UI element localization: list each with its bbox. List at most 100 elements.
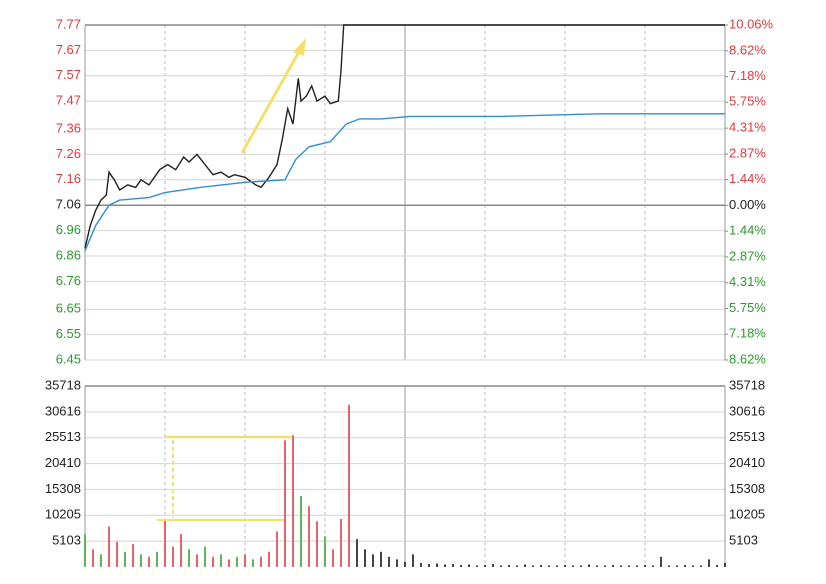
volume-bar <box>676 565 678 567</box>
y2-tick-label: 0.00% <box>729 197 766 212</box>
volume-bar <box>516 565 518 567</box>
y-tick-label: 6.65 <box>56 301 81 316</box>
y-tick-label: 6.76 <box>56 273 81 288</box>
y-tick-label: 7.67 <box>56 42 81 57</box>
volume-bar <box>388 556 390 567</box>
volume-bar <box>508 564 510 567</box>
y-tick-label: 25513 <box>45 429 81 444</box>
volume-bar <box>644 564 646 567</box>
volume-bar <box>340 518 342 567</box>
volume-bar <box>364 549 366 567</box>
volume-bar <box>444 564 446 567</box>
volume-bar <box>348 404 350 567</box>
volume-bar <box>108 526 110 567</box>
volume-bar <box>660 556 662 567</box>
volume-bar <box>228 559 230 567</box>
arrow-shaft <box>240 49 302 154</box>
volume-bar <box>332 549 334 567</box>
y2-tick-label: 35718 <box>729 377 765 392</box>
volume-bar <box>452 563 454 567</box>
y-tick-label: 7.47 <box>56 93 81 108</box>
volume-bar <box>692 565 694 567</box>
volume-bar <box>252 559 254 567</box>
y-tick-label: 6.96 <box>56 222 81 237</box>
volume-bar <box>684 564 686 567</box>
y-tick-label: 35718 <box>45 377 81 392</box>
volume-bar <box>532 565 534 567</box>
average-line <box>84 113 725 252</box>
volume-bar <box>700 565 702 567</box>
volume-bar <box>724 562 726 567</box>
volume-bar <box>708 559 710 567</box>
volume-bar <box>220 554 222 567</box>
y-tick-label: 7.77 <box>56 16 81 31</box>
volume-bar <box>156 551 158 567</box>
arrow-head <box>293 38 306 56</box>
y2-tick-label: 1.44% <box>729 223 766 238</box>
volume-bar <box>476 565 478 567</box>
volume-bar <box>172 546 174 567</box>
volume-bar <box>372 554 374 567</box>
volume-bar <box>124 551 126 567</box>
y-tick-label: 6.45 <box>56 351 81 366</box>
y-tick-label: 15308 <box>45 481 81 496</box>
volume-bar <box>196 554 198 567</box>
y2-tick-label: 4.31% <box>729 120 766 135</box>
volume-bar <box>404 561 406 567</box>
volume-bar <box>572 565 574 567</box>
volume-bar <box>268 551 270 567</box>
y-tick-label: 5103 <box>52 533 81 548</box>
volume-bar <box>564 564 566 567</box>
y2-tick-label: 8.62% <box>729 42 766 57</box>
y2-tick-label: 10205 <box>729 507 765 522</box>
y2-tick-label: 7.18% <box>729 68 766 83</box>
y2-tick-label: 5.75% <box>729 94 766 109</box>
y-tick-label: 30616 <box>45 403 81 418</box>
volume-bar <box>396 559 398 567</box>
volume-bar <box>276 531 278 567</box>
volume-bar <box>212 556 214 567</box>
volume-bar <box>548 565 550 567</box>
volume-bar <box>588 564 590 567</box>
volume-bar <box>468 564 470 567</box>
volume-bar <box>308 506 310 567</box>
volume-bar <box>436 563 438 567</box>
volume-bar <box>292 435 294 567</box>
y2-tick-label: 4.31% <box>729 274 766 289</box>
volume-bar <box>628 565 630 567</box>
y2-tick-label: 5.75% <box>729 300 766 315</box>
price-line <box>84 24 725 249</box>
marks <box>84 24 726 567</box>
volume-bar <box>132 544 134 567</box>
y-tick-label: 6.55 <box>56 326 81 341</box>
volume-bar <box>500 565 502 567</box>
volume-bar <box>524 564 526 567</box>
volume-bar <box>100 554 102 567</box>
volume-bar <box>300 496 302 567</box>
y-tick-label: 7.26 <box>56 146 81 161</box>
y2-tick-label: 2.87% <box>729 145 766 160</box>
volume-bar <box>668 565 670 567</box>
volume-bar <box>260 556 262 567</box>
volume-bar <box>116 541 118 567</box>
y-tick-label: 7.16 <box>56 171 81 186</box>
volume-bar <box>204 546 206 567</box>
y-tick-label: 7.06 <box>56 197 81 212</box>
y-tick-label: 10205 <box>45 507 81 522</box>
volume-bar <box>316 521 318 567</box>
volume-bar <box>180 534 182 567</box>
volume-bar <box>636 565 638 567</box>
volume-bar <box>596 565 598 567</box>
volume-bar <box>380 551 382 567</box>
y2-tick-label: 7.18% <box>729 326 766 341</box>
y-tick-label: 7.57 <box>56 67 81 82</box>
volume-bar <box>460 564 462 567</box>
volume-bar <box>612 564 614 567</box>
volume-bar <box>140 554 142 567</box>
volume-bar <box>484 564 486 567</box>
volume-bar <box>604 565 606 567</box>
y2-tick-label: 30616 <box>729 403 765 418</box>
volume-bar <box>244 554 246 567</box>
